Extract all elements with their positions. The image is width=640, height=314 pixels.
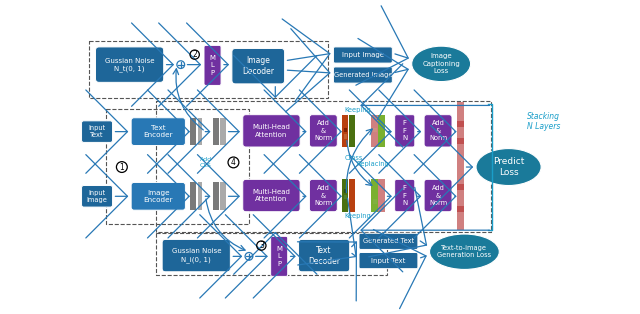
Bar bbox=[190, 118, 196, 145]
Bar bbox=[90, 41, 328, 98]
Text: M
L
P: M L P bbox=[209, 55, 216, 76]
Text: Generated Image: Generated Image bbox=[333, 72, 392, 78]
Bar bbox=[457, 138, 463, 144]
Text: Image
Captioning
Loss: Image Captioning Loss bbox=[422, 53, 460, 74]
Text: Add
&
Norm: Add & Norm bbox=[429, 185, 447, 206]
Text: F
F
N: F F N bbox=[402, 185, 407, 206]
Bar bbox=[198, 182, 202, 210]
Bar bbox=[457, 206, 463, 212]
Bar bbox=[106, 109, 249, 224]
FancyBboxPatch shape bbox=[232, 48, 285, 84]
Text: 3: 3 bbox=[259, 241, 264, 250]
Bar bbox=[342, 179, 348, 212]
FancyBboxPatch shape bbox=[162, 239, 230, 272]
Text: Text-to-image
Generation Loss: Text-to-image Generation Loss bbox=[437, 245, 492, 258]
Text: Text
Decoder: Text Decoder bbox=[308, 246, 340, 266]
FancyBboxPatch shape bbox=[131, 182, 186, 210]
Bar bbox=[373, 128, 377, 133]
FancyBboxPatch shape bbox=[424, 179, 452, 212]
Bar bbox=[213, 182, 219, 210]
FancyBboxPatch shape bbox=[333, 47, 392, 63]
Text: 4: 4 bbox=[231, 158, 236, 167]
Text: Text
Encoder: Text Encoder bbox=[143, 125, 173, 138]
FancyBboxPatch shape bbox=[271, 236, 288, 276]
FancyBboxPatch shape bbox=[359, 233, 418, 249]
Text: Multi-Head
Attention: Multi-Head Attention bbox=[253, 124, 291, 138]
Bar bbox=[220, 118, 226, 145]
FancyBboxPatch shape bbox=[298, 239, 349, 272]
Bar bbox=[344, 128, 348, 133]
Text: Multi-Head
Attention: Multi-Head Attention bbox=[253, 189, 291, 202]
Bar bbox=[349, 179, 355, 212]
Bar bbox=[371, 115, 378, 147]
FancyBboxPatch shape bbox=[309, 179, 337, 212]
FancyBboxPatch shape bbox=[243, 115, 300, 147]
Text: Gussian Noise
N_t(0, 1): Gussian Noise N_t(0, 1) bbox=[105, 57, 154, 72]
FancyBboxPatch shape bbox=[395, 179, 415, 212]
Text: Image
Decoder: Image Decoder bbox=[243, 56, 275, 76]
Ellipse shape bbox=[412, 46, 470, 82]
Bar bbox=[344, 189, 348, 193]
Bar bbox=[373, 199, 377, 204]
Text: Add
CLS: Add CLS bbox=[200, 157, 212, 168]
Text: Keeping: Keeping bbox=[344, 107, 371, 113]
Text: Image
Encoder: Image Encoder bbox=[143, 190, 173, 203]
Text: Stacking
N Layers: Stacking N Layers bbox=[527, 111, 560, 131]
Bar bbox=[378, 115, 385, 147]
Text: Input Text: Input Text bbox=[371, 257, 406, 263]
Bar bbox=[342, 115, 348, 147]
Text: Generated Text: Generated Text bbox=[363, 238, 414, 244]
Text: Add
&
Norm: Add & Norm bbox=[314, 185, 332, 206]
Text: Input
Image: Input Image bbox=[86, 190, 108, 203]
FancyBboxPatch shape bbox=[359, 252, 418, 269]
FancyBboxPatch shape bbox=[243, 179, 300, 212]
Text: Cross: Cross bbox=[345, 155, 364, 161]
Bar bbox=[213, 118, 219, 145]
FancyBboxPatch shape bbox=[395, 115, 415, 147]
Text: Keeping: Keeping bbox=[344, 213, 371, 219]
Text: Predict
Loss: Predict Loss bbox=[493, 157, 524, 177]
Bar bbox=[220, 182, 226, 210]
FancyBboxPatch shape bbox=[81, 121, 113, 143]
FancyBboxPatch shape bbox=[204, 46, 221, 85]
Ellipse shape bbox=[476, 149, 541, 186]
Bar bbox=[190, 182, 196, 210]
Bar bbox=[457, 102, 463, 230]
FancyBboxPatch shape bbox=[424, 115, 452, 147]
Text: F
F
N: F F N bbox=[402, 120, 407, 141]
FancyBboxPatch shape bbox=[333, 67, 392, 83]
Text: Input Image: Input Image bbox=[342, 52, 384, 58]
Bar bbox=[378, 179, 385, 212]
Bar bbox=[349, 115, 355, 147]
Bar bbox=[371, 179, 378, 212]
Bar bbox=[344, 134, 348, 138]
Ellipse shape bbox=[429, 234, 499, 269]
Text: Input
Text: Input Text bbox=[88, 125, 106, 138]
FancyBboxPatch shape bbox=[95, 47, 164, 82]
Bar bbox=[344, 195, 348, 199]
Bar bbox=[156, 233, 387, 275]
Text: M
L
P: M L P bbox=[276, 246, 282, 267]
Text: Replacing: Replacing bbox=[356, 161, 388, 167]
Bar bbox=[457, 184, 463, 190]
Text: Add
&
Norm: Add & Norm bbox=[429, 120, 447, 141]
Text: Gussian Noise
N_i(0, 1): Gussian Noise N_i(0, 1) bbox=[172, 248, 221, 263]
Bar bbox=[156, 101, 491, 232]
FancyBboxPatch shape bbox=[309, 115, 337, 147]
Bar bbox=[198, 118, 202, 145]
Text: Add
&
Norm: Add & Norm bbox=[314, 120, 332, 141]
FancyBboxPatch shape bbox=[131, 118, 186, 145]
Text: 2: 2 bbox=[193, 50, 197, 59]
Text: 1: 1 bbox=[120, 163, 124, 171]
FancyBboxPatch shape bbox=[81, 186, 113, 207]
Bar bbox=[457, 121, 463, 127]
